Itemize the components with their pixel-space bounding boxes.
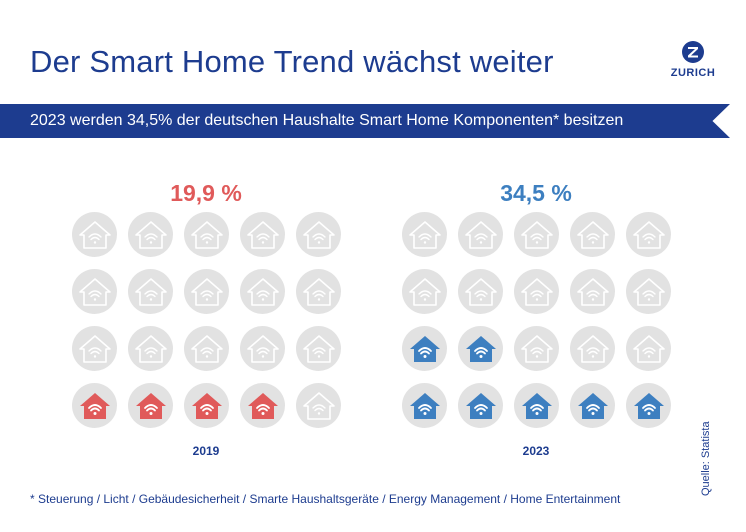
percent-label-2019: 19,9 % — [170, 180, 242, 206]
house-icon-empty — [402, 269, 447, 314]
house-icon-empty — [570, 269, 615, 314]
page-title: Der Smart Home Trend wächst weiter — [30, 44, 554, 79]
house-icon-empty — [514, 269, 559, 314]
house-grid-2019 — [72, 212, 346, 428]
house-icon-empty — [402, 212, 447, 257]
panel-2019: 19,9 % 2019 — [66, 180, 346, 458]
panel-2023: 34,5 % 2023 — [396, 180, 676, 458]
house-grid-2023 — [402, 212, 676, 428]
house-icon-empty — [458, 269, 503, 314]
house-icon-empty — [514, 326, 559, 371]
house-icon-empty — [514, 212, 559, 257]
house-icon-empty — [184, 326, 229, 371]
house-icon-empty — [570, 212, 615, 257]
house-icon-filled — [458, 326, 503, 371]
house-icon-filled — [458, 383, 503, 428]
house-icon-empty — [296, 212, 341, 257]
house-icon-empty — [128, 269, 173, 314]
house-icon-empty — [626, 269, 671, 314]
house-icon-filled — [402, 326, 447, 371]
zurich-logo: ZURICH — [664, 40, 722, 90]
house-icon-filled — [128, 383, 173, 428]
house-icon-empty — [128, 212, 173, 257]
subtitle-banner — [0, 104, 730, 138]
house-icon-filled — [240, 383, 285, 428]
house-icon-empty — [626, 212, 671, 257]
house-icon-filled — [626, 383, 671, 428]
house-icon-empty — [72, 212, 117, 257]
house-icon-empty — [72, 326, 117, 371]
zurich-z-icon — [682, 41, 704, 63]
percent-label-2023: 34,5 % — [500, 180, 572, 206]
house-icon-empty — [240, 212, 285, 257]
house-icon-empty — [240, 269, 285, 314]
source-label: Quelle: Statista — [700, 421, 712, 496]
house-icon-empty — [240, 326, 285, 371]
banner-text: 2023 werden 34,5% der deutschen Haushalt… — [30, 112, 624, 129]
house-icon-empty — [296, 383, 341, 428]
year-label-2023: 2023 — [522, 444, 550, 458]
house-icon-empty — [184, 269, 229, 314]
house-icon-empty — [296, 326, 341, 371]
footnote: * Steuerung / Licht / Gebäudesicherheit … — [30, 492, 621, 506]
year-label-2019: 2019 — [192, 444, 220, 458]
house-icon-filled — [514, 383, 559, 428]
house-icon-empty — [626, 326, 671, 371]
house-icon-empty — [570, 326, 615, 371]
house-icon-empty — [128, 326, 173, 371]
house-icon-filled — [184, 383, 229, 428]
house-icon-filled — [72, 383, 117, 428]
house-icon-empty — [72, 269, 117, 314]
logo-text: ZURICH — [670, 67, 716, 79]
house-icon-filled — [402, 383, 447, 428]
house-icon-empty — [296, 269, 341, 314]
house-icon-filled — [570, 383, 615, 428]
house-icon-empty — [458, 212, 503, 257]
house-icon-empty — [184, 212, 229, 257]
